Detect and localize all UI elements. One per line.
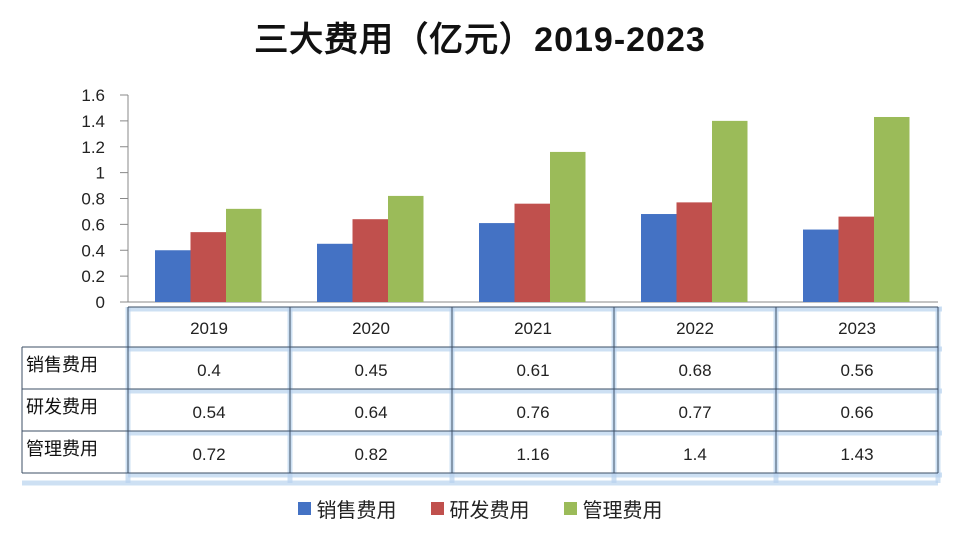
- y-tick-label: 0: [96, 293, 105, 312]
- legend-swatch: [563, 502, 577, 515]
- bar-2019-1: [190, 232, 226, 302]
- y-tick-label: 0.6: [81, 215, 105, 234]
- bar-2022-1: [676, 202, 712, 302]
- category-label: 2023: [838, 319, 876, 338]
- chart-title: 三大费用（亿元）2019-2023: [254, 21, 706, 59]
- bar-2023-0: [803, 229, 839, 302]
- data-label: 0.72: [192, 445, 225, 464]
- data-label: 1.4: [683, 445, 707, 464]
- bar-2023-2: [874, 116, 910, 303]
- y-tick-label: 0.2: [81, 267, 105, 286]
- legend-swatch: [297, 502, 311, 515]
- data-label: 0.4: [197, 361, 221, 380]
- data-label: 0.82: [354, 445, 387, 464]
- legend-label: 研发费用: [449, 500, 530, 522]
- y-tick-label: 0.8: [81, 190, 105, 209]
- bar-2022-2: [712, 120, 748, 302]
- category-label: 2020: [352, 319, 390, 338]
- row-label: 研发费用: [26, 397, 98, 417]
- bar-2022-0: [641, 214, 677, 302]
- y-tick-label: 1.2: [81, 138, 105, 157]
- legend-item: 销售费用: [297, 494, 397, 523]
- data-label: 0.64: [354, 403, 387, 422]
- bar-2020-2: [388, 195, 424, 302]
- bar-2023-1: [838, 216, 874, 302]
- category-label: 2022: [676, 319, 714, 338]
- legend: 销售费用 研发费用 管理费用: [0, 494, 960, 523]
- legend-swatch: [430, 502, 444, 515]
- data-label: 0.76: [516, 403, 549, 422]
- data-label: 1.16: [516, 445, 549, 464]
- legend-item: 管理费用: [563, 494, 663, 523]
- bar-2020-0: [317, 243, 353, 302]
- bar-2019-0: [155, 250, 191, 302]
- y-tick-label: 1.4: [81, 112, 105, 131]
- bar-2021-2: [550, 151, 586, 302]
- category-label: 2019: [190, 319, 228, 338]
- data-label: 0.66: [840, 403, 873, 422]
- data-label: 0.56: [840, 361, 873, 380]
- y-tick-label: 1: [96, 164, 105, 183]
- row-label: 管理费用: [26, 439, 98, 459]
- bar-2021-1: [514, 203, 550, 302]
- data-label: 0.68: [678, 361, 711, 380]
- row-label: 销售费用: [26, 355, 98, 375]
- legend-label: 销售费用: [316, 500, 397, 522]
- data-label: 0.45: [354, 361, 387, 380]
- data-label: 0.61: [516, 361, 549, 380]
- y-tick-label: 1.6: [81, 86, 105, 105]
- category-label: 2021: [514, 319, 552, 338]
- legend-item: 研发费用: [430, 494, 530, 523]
- y-tick-label: 0.4: [81, 241, 105, 260]
- bar-2019-2: [226, 208, 262, 302]
- data-label: 0.77: [678, 403, 711, 422]
- legend-label: 管理费用: [582, 500, 663, 522]
- data-label: 1.43: [840, 445, 873, 464]
- data-label: 0.54: [192, 403, 225, 422]
- bar-2020-1: [352, 219, 388, 302]
- bar-2021-0: [479, 223, 515, 302]
